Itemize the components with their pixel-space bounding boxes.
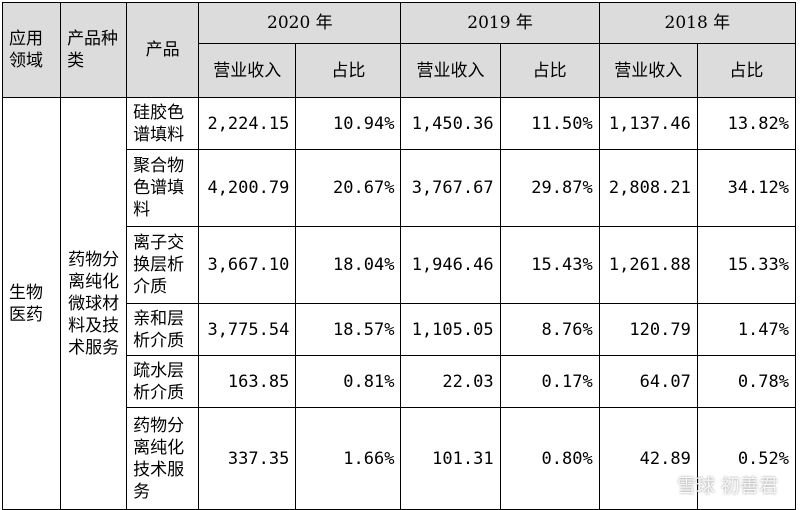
product-cell: 亲和层析介质 [126, 303, 200, 356]
revenue-2019-cell: 1,105.05 [400, 303, 501, 356]
revenue-2019-cell: 3,767.67 [400, 149, 501, 227]
share-2020-cell: 18.57% [295, 303, 402, 356]
revenue-2019-cell: 22.03 [400, 355, 501, 408]
revenue-2020-cell: 4,200.79 [198, 149, 297, 227]
header-year-2018: 2018 年 [598, 2, 797, 44]
revenue-2018-cell: 1,137.46 [598, 97, 698, 150]
table-row: 离子交换层析介质 3,667.10 18.04% 1,946.46 15.43%… [3, 226, 797, 304]
revenue-2020-cell: 337.35 [198, 407, 297, 510]
header-category: 产品种类 [60, 2, 128, 98]
revenue-2019-cell: 101.31 [400, 407, 501, 510]
header-revenue-2020: 营业收入 [198, 43, 297, 98]
product-cell: 疏水层析介质 [126, 355, 200, 408]
product-cell: 离子交换层析介质 [126, 226, 200, 304]
header-share-2020: 占比 [295, 43, 402, 98]
share-2018-cell: 0.52% [696, 407, 797, 510]
share-2018-cell: 34.12% [696, 149, 797, 227]
share-2018-cell: 0.78% [696, 355, 797, 408]
share-2018-cell: 13.82% [696, 97, 797, 150]
header-domain: 应用领域 [1, 2, 62, 98]
share-2020-cell: 0.81% [295, 355, 402, 408]
header-share-2019: 占比 [499, 43, 600, 98]
revenue-2018-cell: 2,808.21 [598, 149, 698, 227]
table-row: 疏水层析介质 163.85 0.81% 22.03 0.17% 64.07 0.… [3, 355, 797, 408]
share-2020-cell: 1.66% [295, 407, 402, 510]
header-year-2019: 2019 年 [400, 2, 600, 44]
share-2020-cell: 18.04% [295, 226, 402, 304]
revenue-2018-cell: 1,261.88 [598, 226, 698, 304]
category-cell: 药物分离纯化微球材料及技术服务 [60, 97, 128, 510]
header-revenue-2018: 营业收入 [598, 43, 698, 98]
header-revenue-2019: 营业收入 [400, 43, 501, 98]
domain-cell: 生物医药 [1, 97, 62, 510]
revenue-2019-cell: 1,946.46 [400, 226, 501, 304]
share-2019-cell: 8.76% [499, 303, 600, 356]
revenue-2020-cell: 3,667.10 [198, 226, 297, 304]
revenue-2019-cell: 1,450.36 [400, 97, 501, 150]
revenue-2020-cell: 3,775.54 [198, 303, 297, 356]
table-row: 药物分离纯化技术服务 337.35 1.66% 101.31 0.80% 42.… [3, 407, 797, 510]
share-2018-cell: 1.47% [696, 303, 797, 356]
revenue-2018-cell: 64.07 [598, 355, 698, 408]
revenue-2020-cell: 2,224.15 [198, 97, 297, 150]
table-row: 生物医药 药物分离纯化微球材料及技术服务 硅胶色谱填料 2,224.15 10.… [1, 97, 797, 510]
product-cell: 聚合物色谱填料 [126, 149, 200, 227]
header-product: 产品 [126, 2, 200, 98]
share-2020-cell: 10.94% [295, 97, 402, 150]
product-cell: 药物分离纯化技术服务 [126, 407, 200, 510]
revenue-2018-cell: 120.79 [598, 303, 698, 356]
product-cell: 硅胶色谱填料 [126, 97, 200, 150]
share-2019-cell: 15.43% [499, 226, 600, 304]
share-2019-cell: 11.50% [499, 97, 600, 150]
revenue-2020-cell: 163.85 [198, 355, 297, 408]
share-2020-cell: 20.67% [295, 149, 402, 227]
header-share-2018: 占比 [696, 43, 797, 98]
table-row: 聚合物色谱填料 4,200.79 20.67% 3,767.67 29.87% … [3, 149, 797, 227]
share-2018-cell: 15.33% [696, 226, 797, 304]
share-2019-cell: 29.87% [499, 149, 600, 227]
header-year-2020: 2020 年 [198, 2, 402, 44]
revenue-2018-cell: 42.89 [598, 407, 698, 510]
share-2019-cell: 0.17% [499, 355, 600, 408]
share-2019-cell: 0.80% [499, 407, 600, 510]
